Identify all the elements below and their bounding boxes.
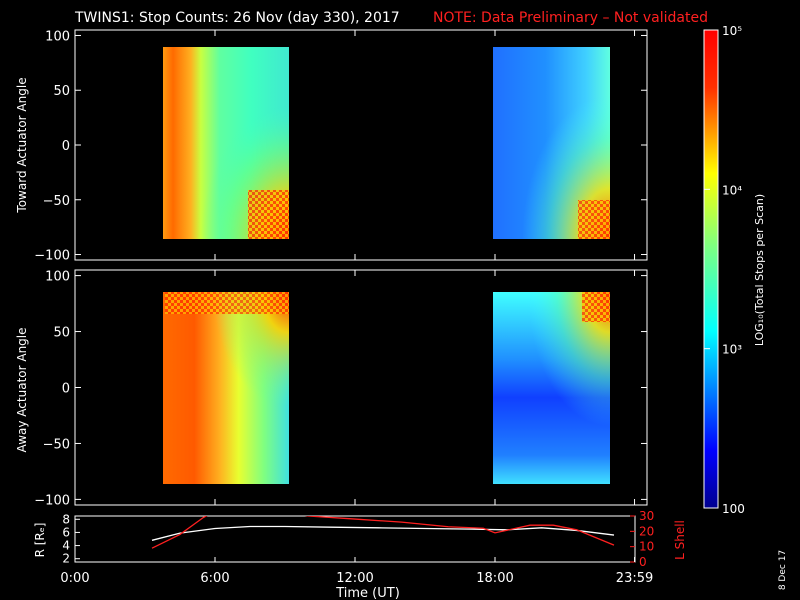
toward-block-1-checker	[248, 190, 289, 239]
chart-title: TWINS1: Stop Counts: 26 Nov (day 330), 2…	[74, 10, 400, 26]
time-axis-label: Time (UT)	[335, 586, 400, 600]
toward-ytick-label: 50	[53, 84, 70, 99]
colorbar-tick-label: 100	[722, 502, 745, 516]
away-block-2-corner	[493, 292, 610, 484]
away-ytick-label: 0	[62, 382, 70, 397]
orbit-left-tick-label: 2	[62, 552, 70, 566]
toward-ytick-label: −100	[34, 249, 70, 264]
orbit-right-tick-label: 30	[639, 509, 654, 523]
toward-ytick-label: 100	[45, 29, 70, 44]
orbit-lines	[151, 516, 615, 549]
toward-panel: Toward Actuator Angle 100 50 0 −50 −100	[15, 29, 648, 264]
colorbar-label: LOG₁₀(Total Stops per Scan)	[753, 194, 766, 346]
preliminary-note: NOTE: Data Preliminary – Not validated	[433, 10, 708, 26]
colorbar-ticks: 10⁵ 10⁴ 10³ 100	[704, 24, 745, 516]
orbit-left-tick-label: 4	[62, 539, 70, 553]
away-panel: Away Actuator Angle 100 50 0 −50 −100	[15, 269, 648, 508]
orbit-right-tick-label: 0	[639, 555, 647, 569]
orbit-right-tick-label: 10	[639, 540, 654, 554]
time-xtick-label: 6:00	[200, 571, 229, 586]
colorbar-tick-label: 10⁴	[722, 183, 742, 197]
colorbar-gradient	[703, 29, 719, 509]
time-xtick-label: 0:00	[60, 571, 89, 586]
time-xtick-label: 12:00	[336, 571, 373, 586]
toward-block-2-checker	[578, 200, 610, 239]
l-shell-line	[151, 516, 615, 549]
away-y-label: Away Actuator Angle	[15, 327, 29, 452]
away-x-ticks	[74, 270, 636, 505]
time-xtick-label: 18:00	[476, 571, 513, 586]
away-ytick-label: −50	[43, 437, 70, 452]
toward-ytick-label: −50	[43, 194, 70, 209]
away-ytick-label: 100	[45, 270, 70, 285]
away-ytick-label: −100	[34, 493, 70, 508]
orbit-right-label: L Shell	[673, 520, 687, 560]
colorbar: 10⁵ 10⁴ 10³ 100 LOG₁₀(Total Stops per Scan)	[703, 24, 766, 516]
away-block-1-corner	[163, 292, 289, 484]
radius-line	[151, 525, 615, 541]
away-block-1-checker	[165, 292, 289, 314]
away-block-2-checker	[582, 292, 610, 322]
away-ytick-label: 50	[53, 326, 70, 341]
colorbar-tick-label: 10⁵	[722, 24, 742, 38]
orbit-right-tick-label: 20	[639, 524, 654, 538]
colorbar-tick-label: 10³	[722, 343, 742, 357]
orbit-left-tick-label: 6	[62, 525, 70, 539]
away-y-ticks: 100 50 0 −50 −100	[34, 270, 647, 508]
orbit-left-label: R [Rₑ]	[33, 523, 47, 558]
time-axis-ticks: 0:00 6:00 12:00 18:00 23:59	[60, 557, 653, 586]
toward-ytick-label: 0	[62, 139, 70, 154]
toward-y-label: Toward Actuator Angle	[15, 77, 29, 213]
side-stamp: 8 Dec 17	[778, 550, 788, 590]
toward-x-ticks	[74, 30, 636, 260]
toward-y-ticks: 100 50 0 −50 −100	[34, 29, 647, 264]
time-xtick-label: 23:59	[616, 571, 653, 586]
orbit-left-tick-label: 8	[62, 512, 70, 526]
